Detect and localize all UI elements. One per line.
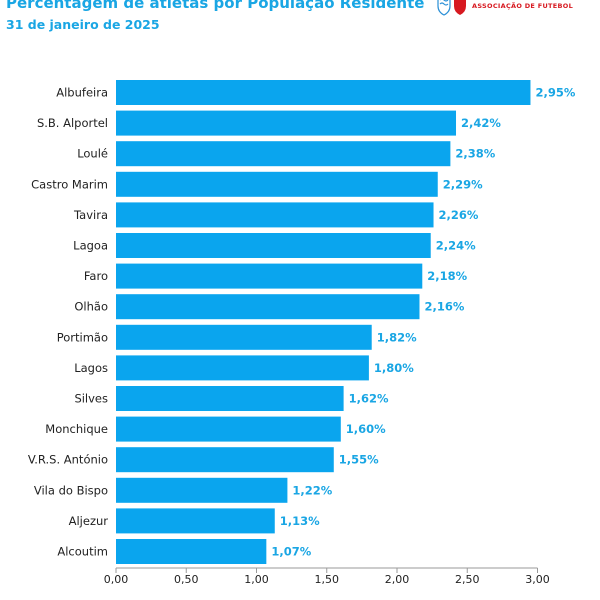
data-label: 2,24% <box>436 239 476 253</box>
bar <box>116 202 434 228</box>
data-label: 2,38% <box>455 147 495 161</box>
data-label: 2,18% <box>427 269 467 283</box>
data-label: 1,13% <box>280 514 320 528</box>
bar <box>116 171 438 197</box>
category-label: Monchique <box>45 422 108 436</box>
x-tick-label: 0,00 <box>104 573 129 586</box>
data-label: 2,16% <box>424 300 464 314</box>
logo-text: ASSOCIAÇÃO DE FUTEBOL <box>472 2 574 10</box>
category-label: Silves <box>74 392 108 406</box>
bar <box>116 477 288 503</box>
category-label: Faro <box>84 269 108 283</box>
x-tick-label: 1,50 <box>315 573 340 586</box>
data-label: 1,82% <box>377 330 417 344</box>
x-tick-label: 0,50 <box>174 573 199 586</box>
category-label: Vila do Bispo <box>34 483 108 497</box>
bar <box>116 233 431 258</box>
bar <box>116 416 341 442</box>
data-label: 2,26% <box>439 208 479 222</box>
data-label: 1,62% <box>349 392 389 406</box>
bar <box>116 80 531 105</box>
data-label: 1,60% <box>346 422 386 436</box>
category-label: S.B. Alportel <box>37 116 108 130</box>
category-label: Aljezur <box>69 514 109 528</box>
bar <box>116 110 457 136</box>
data-label: 1,80% <box>374 361 414 375</box>
data-label: 2,42% <box>461 116 501 130</box>
x-tick-label: 1,00 <box>244 573 269 586</box>
association-logo <box>437 0 466 16</box>
category-label: Portimão <box>57 330 108 344</box>
data-label: 2,95% <box>535 86 575 100</box>
category-label: Albufeira <box>56 86 108 100</box>
x-tick-label: 3,00 <box>525 573 550 586</box>
chart-title: Percentagem de atletas por População Res… <box>6 0 425 12</box>
bar <box>116 141 451 167</box>
bar <box>116 386 344 411</box>
bar <box>116 294 420 320</box>
bar <box>116 447 334 473</box>
data-label: 1,07% <box>271 545 311 559</box>
category-label: Lagos <box>74 361 108 375</box>
category-label: Alcoutim <box>57 545 108 559</box>
category-label: Olhão <box>74 300 108 314</box>
bar <box>116 508 275 534</box>
category-label: V.R.S. António <box>28 453 108 467</box>
bar <box>116 539 267 564</box>
category-label: Tavira <box>73 208 108 222</box>
chart-subtitle: 31 de janeiro de 2025 <box>6 17 160 32</box>
bar <box>116 263 423 289</box>
bar <box>116 355 369 381</box>
bar <box>116 324 372 350</box>
data-label: 2,29% <box>443 177 483 191</box>
data-label: 1,55% <box>339 453 379 467</box>
category-label: Castro Marim <box>31 177 108 191</box>
shield-icon <box>437 0 466 16</box>
x-tick-label: 2,50 <box>455 573 480 586</box>
x-tick-label: 2,00 <box>385 573 410 586</box>
data-label: 1,22% <box>292 483 332 497</box>
category-label: Lagoa <box>73 239 108 253</box>
category-label: Loulé <box>77 147 108 161</box>
